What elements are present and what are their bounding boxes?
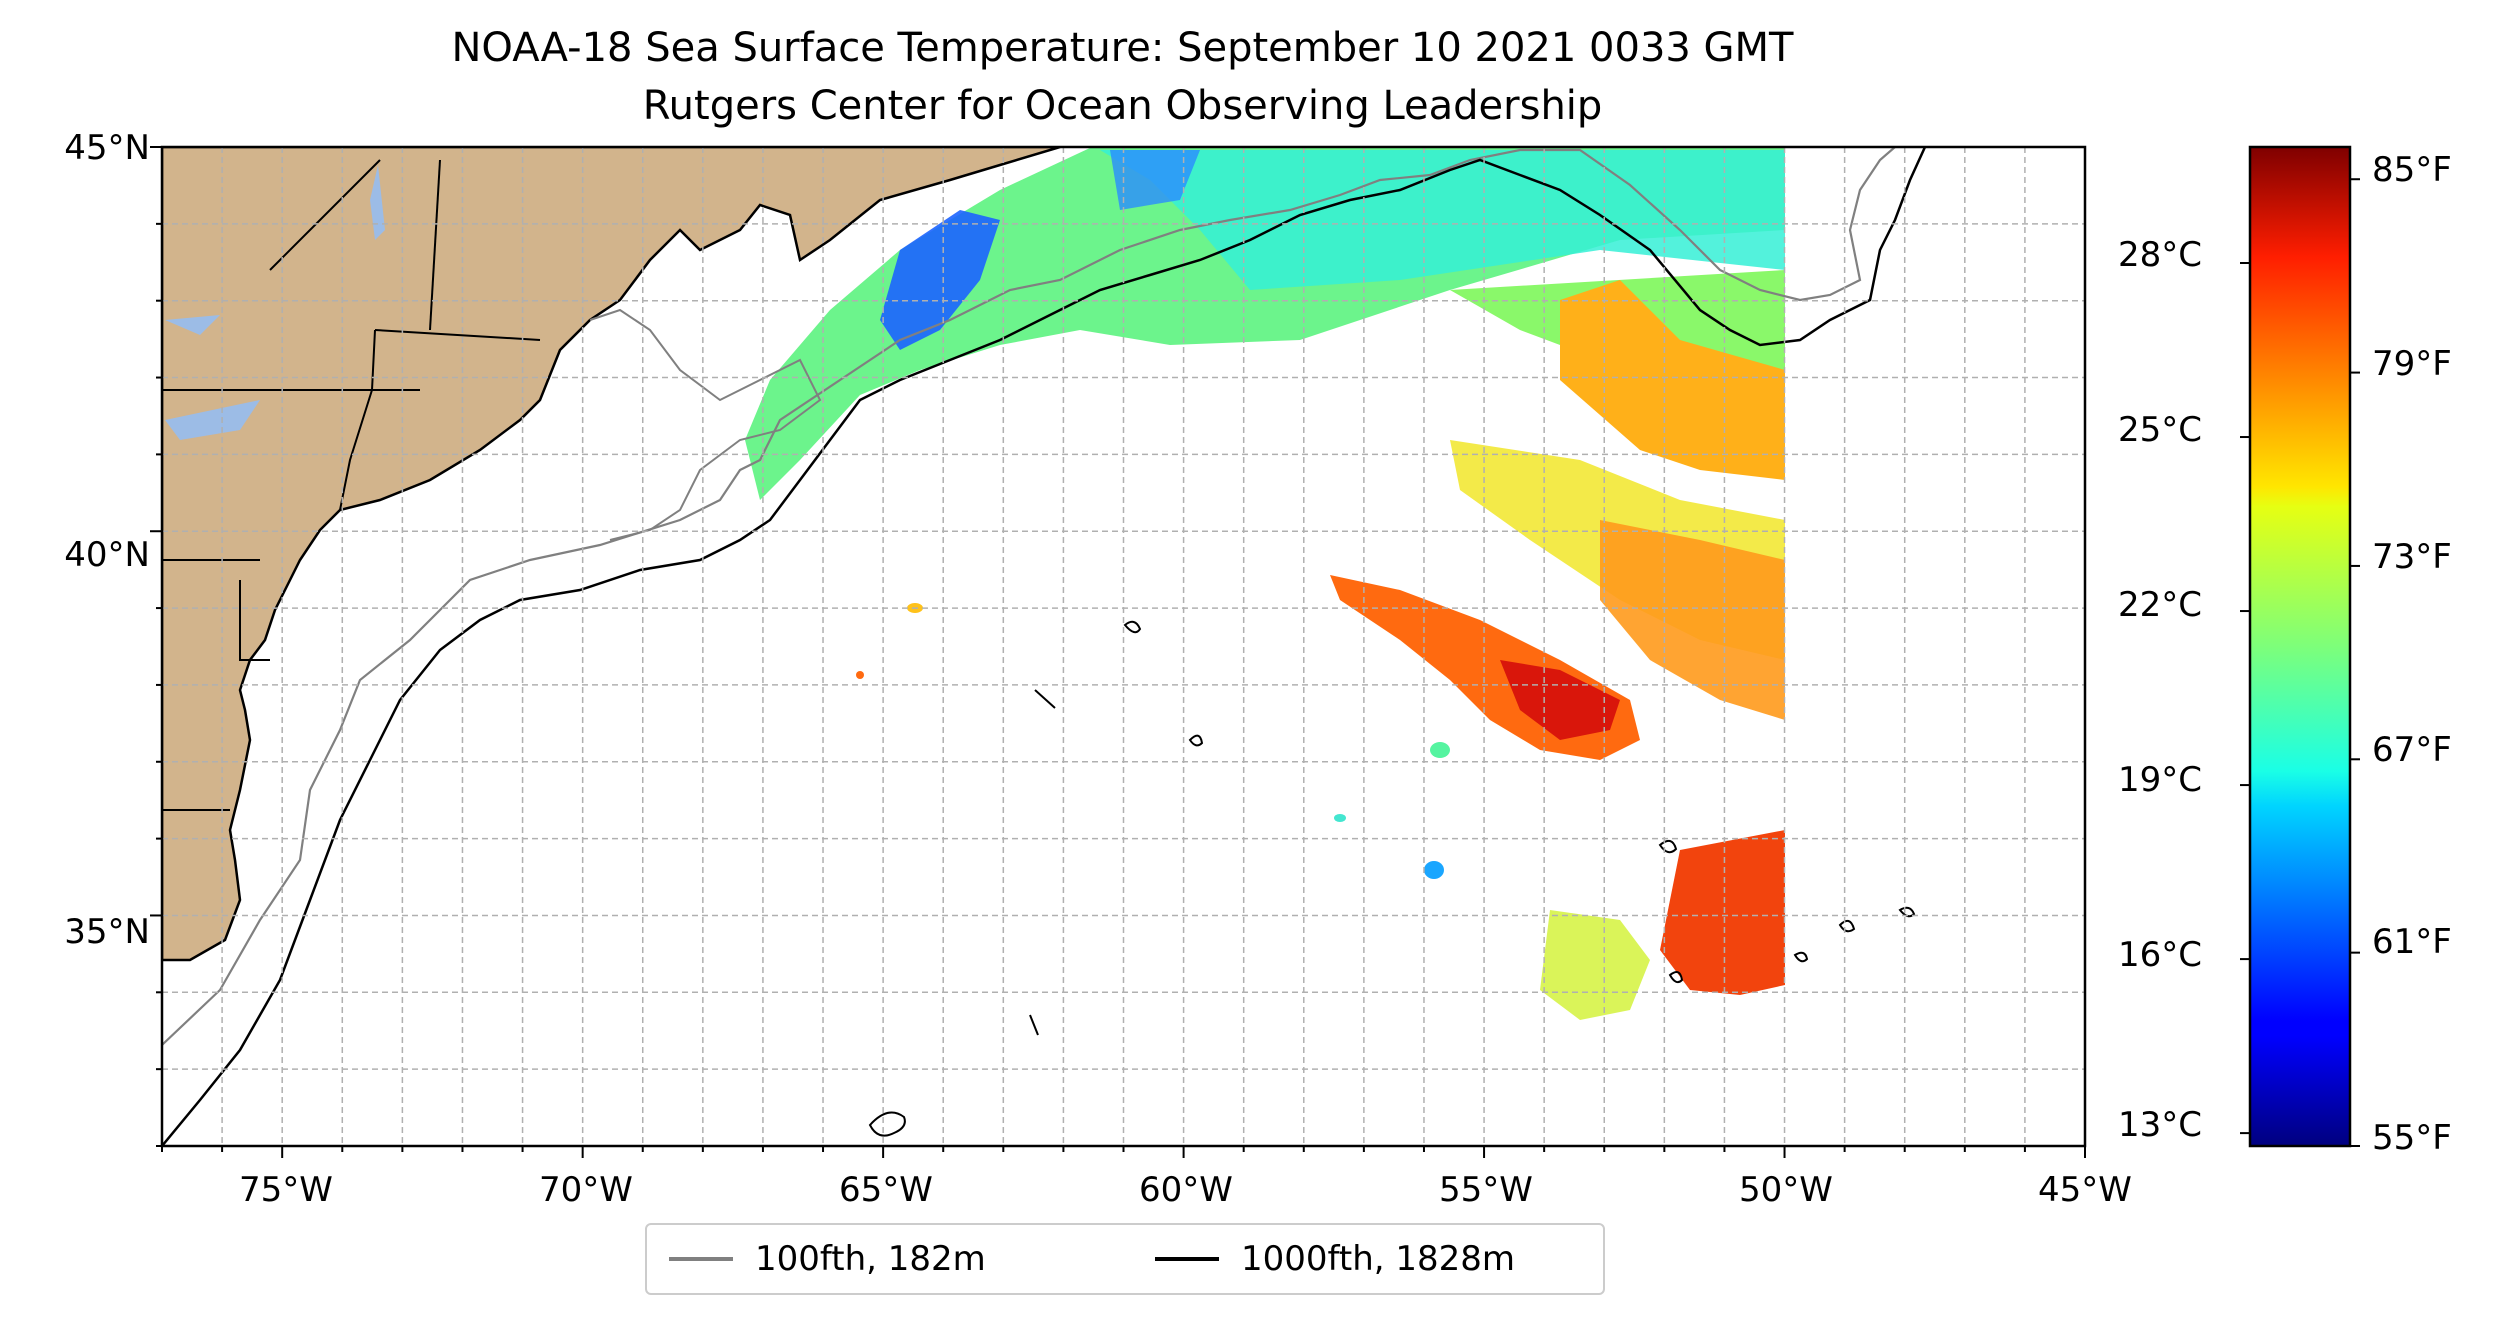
seamount-6 <box>1793 951 1809 963</box>
sst-blob-3 <box>1334 814 1346 822</box>
seamount-3 <box>1658 839 1678 854</box>
seamount-1 <box>1123 620 1142 634</box>
chart-subtitle: Rutgers Center for Ocean Observing Leade… <box>642 83 1603 129</box>
colorbar-fahrenheit-label: 85°F <box>2372 150 2452 190</box>
colorbar-fahrenheit-label: 61°F <box>2372 922 2452 962</box>
colorbar-celsius-label: 22°C <box>2118 585 2203 625</box>
sst-cyan-patch <box>1100 150 1785 290</box>
sst-red-south <box>1660 830 1785 995</box>
legend-item-1000fth: 1000fth, 1828m <box>1155 1237 1515 1281</box>
lake-3 <box>165 315 220 335</box>
sst-orange-mid <box>1600 520 1785 720</box>
border-6 <box>239 580 270 661</box>
colorbar <box>2248 145 2352 1148</box>
colorbar-celsius-label: 16°C <box>2118 935 2203 975</box>
seamount-8 <box>868 1111 906 1137</box>
colorbar-ticks <box>2240 178 2360 1147</box>
legend-label-1000fth: 1000fth, 1828m <box>1241 1239 1516 1279</box>
lake-2 <box>165 400 260 440</box>
colorbar-celsius-label: 25°C <box>2118 410 2203 450</box>
sst-yellow-south <box>1540 910 1650 1020</box>
contour-1000fth <box>162 147 1927 1146</box>
colorbar-fahrenheit-label: 67°F <box>2372 730 2452 770</box>
sst-blob-5 <box>856 671 864 679</box>
lake-1 <box>370 165 385 240</box>
contour-100fth <box>162 147 1896 1046</box>
lat-label: 35°N <box>64 912 150 952</box>
contour-100fth-gom <box>589 308 822 541</box>
sst-blue-patch-2 <box>1110 150 1200 210</box>
state-borders <box>162 159 541 811</box>
seamount-10 <box>1034 689 1056 709</box>
colorbar-fahrenheit-label: 79°F <box>2372 344 2452 384</box>
ticks <box>150 146 2086 1158</box>
legend-label-100fth: 100fth, 182m <box>755 1239 986 1279</box>
chart-title: NOAA-18 Sea Surface Temperature: Septemb… <box>451 25 1794 71</box>
legend-item-100fth: 100fth, 182m <box>669 1237 986 1281</box>
border-4 <box>339 329 376 511</box>
lat-label: 40°N <box>64 535 150 575</box>
lat-label: 45°N <box>64 128 150 168</box>
lon-label: 65°W <box>839 1170 933 1210</box>
lon-label: 45°W <box>2038 1170 2132 1210</box>
land <box>162 147 1061 962</box>
seamount-4 <box>1838 919 1856 933</box>
seamount-2 <box>1188 734 1204 747</box>
lon-label: 60°W <box>1139 1170 1233 1210</box>
border-8 <box>269 159 381 271</box>
land-north-america <box>162 147 1061 962</box>
lon-label: 70°W <box>539 1170 633 1210</box>
lon-label: 75°W <box>239 1170 333 1210</box>
colorbar-fahrenheit-label: 55°F <box>2372 1118 2452 1158</box>
legend-swatch-1000fth <box>1155 1257 1219 1261</box>
lon-label: 50°W <box>1739 1170 1833 1210</box>
lon-label: 55°W <box>1439 1170 1533 1210</box>
border-3 <box>429 159 441 331</box>
sst-swath <box>745 147 1785 1020</box>
sst-blue-patch <box>880 210 1000 350</box>
sst-blob-1 <box>1430 742 1450 758</box>
seamount-5 <box>1668 970 1684 984</box>
colorbar-celsius-label: 13°C <box>2118 1105 2203 1145</box>
legend-swatch-100fth <box>669 1257 733 1261</box>
sst-blob-2 <box>1424 861 1444 879</box>
seamount-9 <box>1029 1014 1039 1036</box>
legend: 100fth, 182m 1000fth, 1828m <box>645 1223 1605 1295</box>
gridlines <box>162 147 2085 1146</box>
sst-orange-ne <box>1560 280 1785 480</box>
sst-red-core <box>1500 660 1620 740</box>
colorbar-celsius-label: 19°C <box>2118 760 2203 800</box>
colorbar-celsius-label: 28°C <box>2118 235 2203 275</box>
colorbar-fahrenheit-label: 73°F <box>2372 537 2452 577</box>
